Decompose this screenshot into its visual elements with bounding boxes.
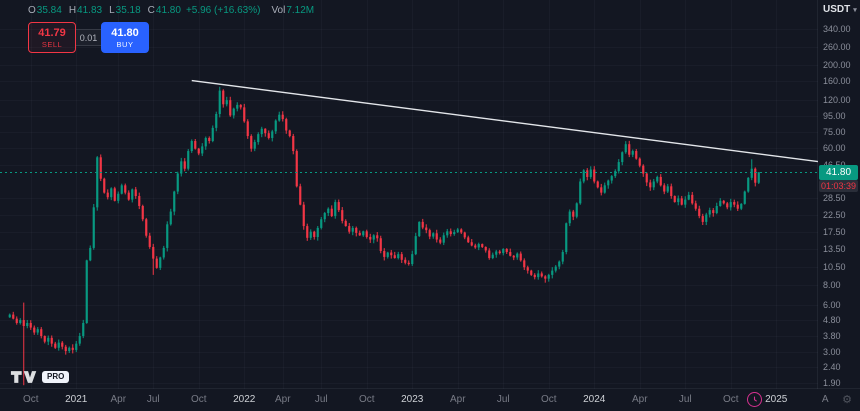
tradingview-logo-icon xyxy=(10,371,37,383)
price-tick-label: 28.50 xyxy=(823,193,846,204)
low-value: 35.18 xyxy=(115,5,141,16)
price-tick-label: 4.80 xyxy=(823,315,841,326)
time-axis-label: 2024 xyxy=(583,394,606,405)
time-axis[interactable]: ⚙ Oct 2021 Apr Jul Oct 2022 Apr Jul Oct 2023 Apr Ju… xyxy=(0,388,860,411)
change-value: +5.96 (+16.63%) xyxy=(185,5,261,16)
time-axis-label: Oct xyxy=(722,394,739,405)
price-tick-label: 6.00 xyxy=(823,299,841,310)
chevron-down-icon: ▾ xyxy=(853,6,857,14)
price-tick-label: 17.50 xyxy=(823,226,846,237)
ohlc-legend: O 35.84 H 41.83 L 35.18 C 41.80 +5.96 (+… xyxy=(28,5,314,17)
close-value: 41.80 xyxy=(155,5,181,16)
price-axis[interactable]: USDT ▾ 41.80 01:03:39 340.00 260.00 200.00… xyxy=(817,0,860,389)
price-tick-label: 95.00 xyxy=(823,111,846,122)
sell-label: SELL xyxy=(41,39,63,49)
currency-label: USDT xyxy=(823,4,851,15)
low-label: L xyxy=(109,5,115,16)
session-clock-button[interactable] xyxy=(747,392,762,407)
price-tick-label: 13.50 xyxy=(823,244,846,255)
candle-countdown: 01:03:39 xyxy=(819,180,858,193)
open-value: 35.84 xyxy=(36,5,62,16)
time-axis-label: Apr xyxy=(110,394,127,405)
volume-value: 7.12M xyxy=(286,5,315,16)
time-axis-label: Apr xyxy=(631,394,648,405)
time-axis-label: Apr xyxy=(274,394,291,405)
sell-button[interactable]: 41.79 SELL xyxy=(28,22,76,53)
currency-selector[interactable]: USDT ▾ xyxy=(823,4,857,15)
price-tick-label: 46.50 xyxy=(823,159,846,171)
time-axis-label: Jul xyxy=(146,394,160,405)
price-tick-label: 60.00 xyxy=(823,142,846,153)
sell-price: 41.79 xyxy=(38,26,66,39)
price-tick-label: 120.00 xyxy=(823,95,851,106)
time-axis-label: Jul xyxy=(678,394,692,405)
time-axis-label: Jul xyxy=(496,394,510,405)
open-label: O xyxy=(28,5,36,16)
close-label: C xyxy=(147,5,155,16)
buy-price: 41.80 xyxy=(111,26,139,39)
price-chart-canvas[interactable] xyxy=(0,0,818,389)
spread-value: 0.01 xyxy=(76,29,101,46)
time-axis-label: Jul xyxy=(314,394,328,405)
time-axis-label: A xyxy=(821,394,829,405)
price-tick-label: 22.50 xyxy=(823,209,846,220)
time-axis-label: 2021 xyxy=(65,394,88,405)
buy-button[interactable]: 41.80 BUY xyxy=(101,22,149,53)
price-tick-label: 10.50 xyxy=(823,261,846,272)
buy-label: BUY xyxy=(116,39,134,49)
last-price-badge: 41.80 xyxy=(819,165,858,181)
high-value: 41.83 xyxy=(77,5,103,16)
price-tick-label: 260.00 xyxy=(823,42,851,53)
price-tick-label: 160.00 xyxy=(823,75,851,86)
time-axis-label: Oct xyxy=(190,394,207,405)
time-axis-label: 2023 xyxy=(401,394,424,405)
time-axis-label: Oct xyxy=(358,394,375,405)
buy-sell-widget: 41.79 SELL 0.01 41.80 BUY xyxy=(28,22,149,53)
price-tick-label: 75.00 xyxy=(823,127,846,138)
clock-icon xyxy=(753,396,757,402)
price-tick-label: 200.00 xyxy=(823,60,851,71)
time-axis-label: Apr xyxy=(449,394,466,405)
time-axis-label: Oct xyxy=(22,394,39,405)
axis-settings-icon[interactable]: ⚙ xyxy=(842,394,852,406)
price-tick-label: 340.00 xyxy=(823,24,851,35)
volume-label: Vol xyxy=(271,5,286,16)
pro-badge: PRO xyxy=(42,371,70,383)
time-axis-label: 2022 xyxy=(233,394,256,405)
price-tick-label: 3.80 xyxy=(823,331,841,342)
high-label: H xyxy=(68,5,77,16)
tradingview-logo[interactable]: PRO xyxy=(10,370,70,384)
price-tick-label: 3.00 xyxy=(823,347,841,358)
price-tick-label: 2.40 xyxy=(823,362,841,373)
time-axis-label: Oct xyxy=(540,394,557,405)
time-axis-label: 2025 xyxy=(765,394,788,405)
price-tick-label: 1.90 xyxy=(823,378,841,389)
price-tick-label: 8.00 xyxy=(823,280,841,291)
